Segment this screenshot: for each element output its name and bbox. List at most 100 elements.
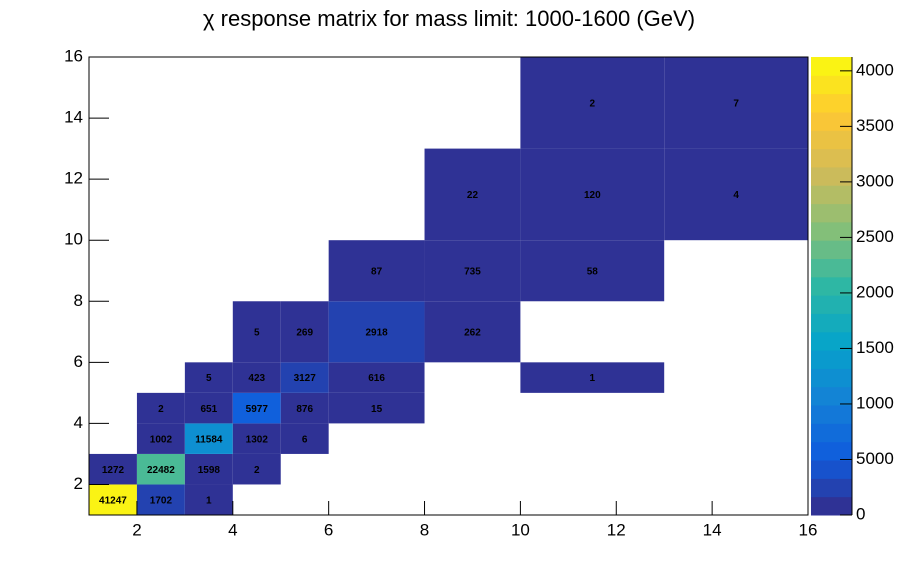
cell — [280, 423, 329, 454]
cell — [664, 148, 808, 241]
colorbar-band — [811, 111, 852, 131]
y-tick-label: 8 — [74, 291, 83, 310]
colorbar-band — [811, 441, 852, 461]
cell-label: 423 — [248, 373, 265, 384]
colorbar-band — [811, 295, 852, 314]
cell-label: 22482 — [147, 465, 175, 476]
cell — [184, 453, 233, 485]
colorbar-band — [811, 258, 852, 278]
cell — [89, 453, 137, 485]
cell — [184, 392, 233, 424]
cell-label: 1002 — [150, 434, 173, 445]
cell-label: 1 — [206, 495, 212, 506]
colorbar-band — [811, 57, 852, 76]
cell-label: 5 — [206, 373, 212, 384]
cell-label: 2 — [254, 465, 260, 476]
cell — [280, 392, 329, 424]
cell-label: 41247 — [99, 495, 127, 506]
colorbar-tick-label: 1500 — [856, 338, 894, 357]
cell — [424, 148, 521, 241]
colorbar-band — [811, 130, 852, 150]
cell — [424, 301, 521, 363]
x-tick-label: 16 — [799, 520, 818, 539]
cell-label: 58 — [587, 266, 599, 277]
colorbar-band — [811, 478, 852, 498]
colorbar-band — [811, 185, 852, 205]
x-tick-label: 4 — [228, 520, 237, 539]
colorbar-band — [811, 405, 852, 424]
x-tick-label: 10 — [511, 520, 530, 539]
cell-label: 2 — [158, 404, 164, 415]
y-tick-label: 4 — [74, 413, 83, 432]
cell — [328, 301, 425, 363]
colorbar-band — [811, 313, 852, 333]
colorbar-tick-label: 5000 — [856, 449, 894, 468]
cell-label: 1702 — [150, 495, 173, 506]
frame — [88, 56, 809, 516]
x-tick-label: 8 — [420, 520, 429, 539]
y-tick-label: 16 — [64, 46, 83, 65]
y-tick-label: 14 — [64, 108, 83, 127]
cell-label: 5 — [254, 327, 260, 338]
cell — [520, 240, 665, 302]
cell — [184, 362, 233, 393]
cell — [232, 423, 281, 454]
cell-label: 262 — [464, 327, 481, 338]
colorbar-tick-label: 1000 — [856, 393, 894, 412]
cell-label: 269 — [296, 327, 313, 338]
x-tick-label: 2 — [132, 520, 141, 539]
colorbar-tick-label: 0 — [856, 504, 865, 523]
cell-label: 120 — [584, 190, 601, 201]
cell — [520, 362, 665, 393]
cell — [520, 57, 665, 149]
y-tick-label: 2 — [74, 474, 83, 493]
cell — [232, 301, 281, 363]
cell — [280, 362, 329, 393]
colorbar-band — [811, 166, 852, 186]
colorbar-band — [811, 276, 852, 296]
y-tick-label: 6 — [74, 352, 83, 371]
colorbar-tick-label: 2000 — [856, 282, 894, 301]
colorbar-tick-label: 2500 — [856, 227, 894, 246]
cell — [520, 148, 665, 241]
cell-label: 2 — [590, 98, 596, 109]
cell-label: 7 — [733, 98, 739, 109]
colorbar-band — [811, 331, 852, 351]
cell — [280, 301, 329, 363]
cell — [136, 484, 185, 515]
cell-label: 1 — [590, 373, 596, 384]
colorbar-band — [811, 148, 852, 168]
cell — [328, 362, 425, 393]
cell-label: 4 — [733, 190, 739, 201]
cell — [232, 392, 281, 424]
colorbar-band — [811, 240, 852, 260]
x-tick-label: 14 — [703, 520, 722, 539]
colorbar-band — [811, 386, 852, 406]
cell — [136, 392, 185, 424]
cell-label: 651 — [200, 404, 217, 415]
cell — [232, 362, 281, 393]
colorbar-band — [811, 203, 852, 223]
colorbar-tick-label: 4000 — [856, 60, 894, 79]
colorbar-band — [811, 423, 852, 443]
colorbar-band — [811, 93, 852, 113]
cell-label: 6 — [302, 434, 308, 445]
colorbar-band — [811, 350, 852, 369]
cell-label: 735 — [464, 266, 481, 277]
cell — [184, 484, 233, 515]
cell-label: 616 — [368, 373, 385, 384]
cell — [136, 453, 185, 485]
cell-label: 2918 — [365, 327, 388, 338]
cell — [424, 240, 521, 302]
cell — [184, 423, 233, 454]
chart-title: χ response matrix for mass limit: 1000-1… — [203, 6, 695, 31]
cell — [664, 57, 808, 149]
cell-label: 15 — [371, 404, 383, 415]
cell-label: 1272 — [102, 465, 125, 476]
cell-label: 1598 — [198, 465, 221, 476]
y-tick-label: 10 — [64, 230, 83, 249]
colorbar-tick-label: 3500 — [856, 116, 894, 135]
cell — [328, 240, 425, 302]
colorbar-band — [811, 75, 852, 95]
